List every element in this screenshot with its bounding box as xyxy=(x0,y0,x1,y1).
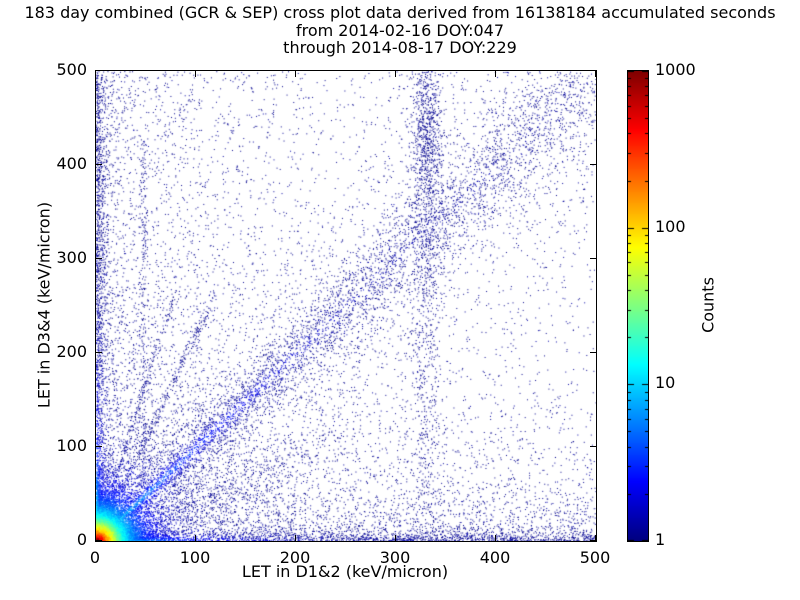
y-tick-mark xyxy=(96,352,102,353)
x-tick-mark xyxy=(195,535,196,541)
x-tick-label: 0 xyxy=(89,548,101,567)
plot-area xyxy=(95,70,597,542)
x-tick-label: 100 xyxy=(179,548,211,567)
colorbar-gradient-canvas xyxy=(628,71,648,541)
scatter-density-canvas xyxy=(96,71,596,541)
y-axis-label: LET in D3&4 (keV/micron) xyxy=(34,201,54,409)
y-tick-mark xyxy=(96,540,102,541)
y-tick-mark xyxy=(590,164,596,165)
x-tick-mark xyxy=(295,535,296,541)
y-tick-label: 0 xyxy=(76,530,87,549)
colorbar-tick-label: 1000 xyxy=(655,60,696,79)
y-tick-mark xyxy=(96,258,102,259)
y-tick-label: 200 xyxy=(56,342,87,361)
y-tick-label: 300 xyxy=(56,248,87,267)
x-tick-label: 200 xyxy=(279,548,311,567)
x-tick-mark xyxy=(295,71,296,77)
x-tick-label: 300 xyxy=(379,548,411,567)
x-tick-mark xyxy=(595,71,596,77)
y-tick-label: 100 xyxy=(56,436,87,455)
y-tick-mark xyxy=(590,352,596,353)
y-tick-mark xyxy=(96,446,102,447)
y-tick-mark xyxy=(590,70,596,71)
x-tick-mark xyxy=(495,71,496,77)
chart-title-line3: through 2014-08-17 DOY:229 xyxy=(283,38,517,57)
x-tick-mark xyxy=(495,535,496,541)
colorbar-label: Counts xyxy=(698,277,718,333)
y-tick-mark xyxy=(96,164,102,165)
x-tick-label: 500 xyxy=(579,548,611,567)
x-tick-mark xyxy=(95,535,96,541)
x-tick-mark xyxy=(195,71,196,77)
y-tick-mark xyxy=(96,70,102,71)
colorbar xyxy=(627,70,649,542)
y-tick-mark xyxy=(590,446,596,447)
y-tick-mark xyxy=(590,540,596,541)
x-tick-label: 400 xyxy=(479,548,511,567)
chart-title-line1: 183 day combined (GCR & SEP) cross plot … xyxy=(24,3,776,22)
x-tick-mark xyxy=(95,71,96,77)
x-tick-mark xyxy=(595,535,596,541)
colorbar-tick-label: 10 xyxy=(655,373,676,393)
x-tick-mark xyxy=(395,71,396,77)
chart-title-line2: from 2014-02-16 DOY:047 xyxy=(295,21,504,40)
x-tick-mark xyxy=(395,535,396,541)
x-axis-label: LET in D1&2 (keV/micron) xyxy=(241,562,449,581)
y-tick-label: 500 xyxy=(56,60,87,79)
y-tick-mark xyxy=(590,258,596,259)
colorbar-tick-label: 1 xyxy=(655,530,666,549)
colorbar-tick-label: 100 xyxy=(655,216,686,236)
y-tick-label: 400 xyxy=(56,154,87,173)
